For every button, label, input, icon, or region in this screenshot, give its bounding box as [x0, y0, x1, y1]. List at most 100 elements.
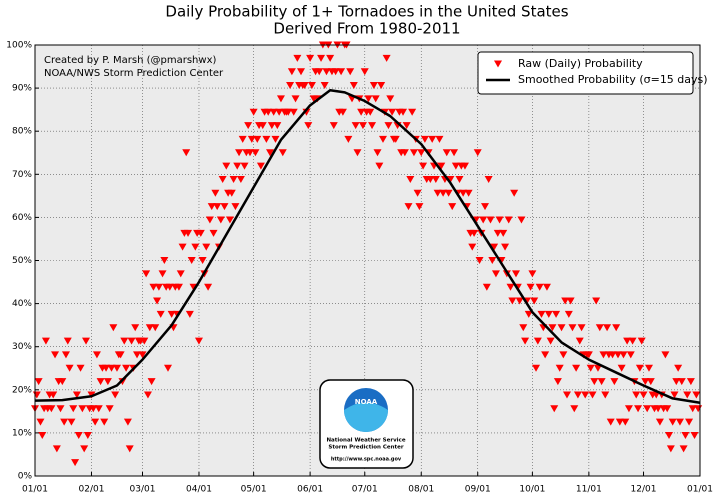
- point: [511, 270, 520, 278]
- point: [601, 391, 610, 399]
- point: [249, 108, 258, 116]
- point: [145, 324, 154, 332]
- point: [686, 378, 695, 386]
- point: [499, 229, 508, 237]
- point: [399, 108, 408, 116]
- point: [510, 189, 519, 197]
- point: [402, 122, 411, 130]
- x-tick-label: 07/01: [352, 485, 378, 495]
- point: [204, 283, 213, 291]
- point: [258, 122, 267, 130]
- y-tick-label: 80%: [12, 127, 32, 137]
- point: [475, 257, 484, 264]
- point: [184, 229, 193, 237]
- point: [415, 203, 424, 211]
- point: [138, 351, 147, 359]
- point: [236, 175, 245, 183]
- point: [451, 162, 460, 170]
- x-tick-label: 12/01: [631, 485, 657, 495]
- point: [251, 149, 260, 157]
- point: [315, 68, 324, 76]
- point: [535, 283, 544, 291]
- point: [133, 351, 142, 359]
- point: [209, 229, 218, 237]
- point: [320, 82, 329, 90]
- point: [661, 351, 670, 359]
- point: [482, 283, 491, 291]
- y-tick-label: 90%: [12, 84, 32, 94]
- point: [672, 378, 681, 386]
- x-tick-label: 04/01: [186, 485, 212, 495]
- point: [654, 405, 663, 413]
- x-tick-label: 09/01: [465, 485, 491, 495]
- point: [495, 216, 504, 224]
- x-tick-label: 08/01: [408, 485, 434, 495]
- point: [291, 95, 300, 103]
- point: [185, 310, 194, 318]
- point: [683, 391, 692, 399]
- point: [120, 337, 129, 345]
- annotation: Created by P. Marsh (@pmarshwx): [44, 55, 216, 66]
- point: [563, 391, 571, 399]
- point: [83, 431, 92, 439]
- point: [307, 82, 316, 90]
- point: [154, 283, 163, 291]
- point: [590, 378, 599, 386]
- point: [78, 405, 87, 413]
- y-tick-label: 0%: [18, 472, 33, 482]
- point: [125, 445, 134, 453]
- point: [196, 229, 205, 237]
- point: [606, 418, 615, 426]
- point: [528, 270, 537, 278]
- point: [231, 203, 240, 211]
- point: [584, 351, 593, 359]
- point: [685, 418, 694, 426]
- point: [306, 54, 315, 62]
- point: [289, 108, 298, 116]
- point: [508, 297, 517, 305]
- point: [428, 135, 437, 143]
- point: [293, 54, 302, 62]
- logo-wave: [344, 402, 388, 432]
- point: [271, 135, 280, 143]
- point: [681, 431, 690, 439]
- legend: Raw (Daily) Probability Smoothed Probabi…: [477, 51, 708, 95]
- point: [530, 297, 539, 305]
- legend-marker: [494, 60, 502, 68]
- y-tick-label: 70%: [12, 170, 32, 180]
- point: [140, 337, 149, 345]
- point: [592, 297, 601, 305]
- point: [634, 405, 643, 413]
- point: [532, 364, 541, 372]
- point: [198, 257, 207, 264]
- point: [278, 149, 287, 157]
- point: [644, 364, 653, 372]
- point: [58, 378, 67, 386]
- point: [80, 445, 89, 453]
- y-tick-label: 20%: [12, 385, 32, 395]
- point: [377, 82, 386, 90]
- point: [238, 135, 247, 143]
- point: [38, 431, 47, 439]
- point: [541, 351, 550, 359]
- point: [351, 122, 360, 130]
- point: [61, 351, 70, 359]
- point: [331, 68, 340, 76]
- y-tick-label: 60%: [12, 213, 32, 223]
- point: [191, 243, 200, 251]
- chart-subtitle: Derived From 1980-2011: [273, 20, 460, 38]
- point: [384, 122, 393, 130]
- point: [147, 378, 156, 386]
- point: [267, 122, 276, 130]
- point: [459, 189, 468, 197]
- x-tick-label: 06/01: [297, 485, 323, 495]
- point: [178, 243, 187, 251]
- point: [431, 175, 440, 183]
- point: [91, 418, 100, 426]
- point: [34, 378, 43, 386]
- point: [420, 135, 429, 143]
- point: [679, 445, 688, 453]
- point: [473, 149, 482, 157]
- point: [94, 405, 103, 413]
